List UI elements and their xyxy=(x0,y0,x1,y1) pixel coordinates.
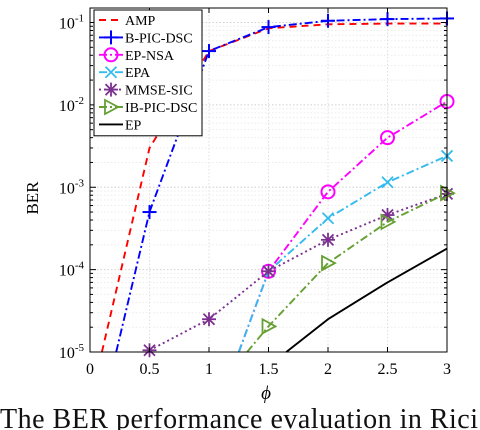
y-tick-label: 10-2 xyxy=(59,95,84,115)
legend-marker-epa xyxy=(104,66,118,79)
data-point-mmse-sic xyxy=(321,232,335,247)
axis-ticks: 0 0.5 1 1.5 2 2.5 3 10-5 10-4 10-3 10-2 10-1 xyxy=(59,8,451,378)
series-b-pic-dsc xyxy=(115,11,454,353)
data-point-ep-nsa xyxy=(320,184,336,200)
data-point-mmse-sic xyxy=(380,208,395,223)
legend-label-ep: EP xyxy=(125,118,142,133)
data-point-ib-pic-dsc xyxy=(321,254,337,272)
data-point-b-pic-dsc xyxy=(380,12,395,27)
series-lines xyxy=(100,11,456,358)
data-point-ib-pic-dsc xyxy=(261,317,278,335)
data-point-epa xyxy=(381,176,394,189)
figure-caption: The BER performance evaluation in Rici xyxy=(0,406,479,430)
y-tick-label: 10-4 xyxy=(59,260,85,280)
y-tick-label: 10-3 xyxy=(59,177,85,197)
x-tick-label: 3 xyxy=(443,361,451,378)
data-point-ib-pic-dsc xyxy=(380,213,397,231)
legend-marker-ep-nsa xyxy=(103,47,119,63)
y-axis-label: BER xyxy=(23,181,42,215)
series-epa xyxy=(237,149,454,353)
legend: AMP B-PIC-DSC EP-NSA EPA MMSE-SIC IB-PIC-DSC E… xyxy=(93,9,203,137)
x-tick-label: 0 xyxy=(86,361,94,378)
legend-label-mmse-sic: MMSE-SIC xyxy=(125,84,193,99)
x-tick-label: 0.5 xyxy=(140,361,160,378)
data-point-ep-nsa xyxy=(380,130,395,146)
series-line-mmse-sic xyxy=(149,193,448,352)
legend-label-b-pic-dsc: B-PIC-DSC xyxy=(125,31,193,46)
legend-label-ep-nsa: EP-NSA xyxy=(125,49,175,64)
y-tick-label: 10-1 xyxy=(59,13,84,33)
data-point-mmse-sic xyxy=(202,312,216,327)
data-point-b-pic-dsc xyxy=(202,44,216,59)
legend-label-epa: EPA xyxy=(125,66,151,81)
series-ep xyxy=(285,247,448,353)
legend-marker-mmse-sic xyxy=(104,82,118,97)
ber-chart: 0 0.5 1 1.5 2 2.5 310-510-410-310-210-1 BER ϕ … xyxy=(23,7,456,404)
x-tick-label: 1 xyxy=(205,361,213,378)
data-point-epa xyxy=(321,212,335,225)
data-point-b-pic-dsc xyxy=(142,205,157,220)
series-line-ib-pic-dsc xyxy=(246,192,448,353)
x-tick-label: 1.5 xyxy=(259,361,279,378)
series-line-ep xyxy=(285,247,448,353)
legend-marker-b-pic-dsc xyxy=(104,30,118,45)
data-point-b-pic-dsc xyxy=(261,20,276,35)
data-point-b-pic-dsc xyxy=(321,13,335,28)
legend-label-amp: AMP xyxy=(125,14,156,29)
x-tick-label: 2.5 xyxy=(378,361,398,378)
y-tick-label: 10-5 xyxy=(59,342,85,362)
legend-marker-ib-pic-dsc xyxy=(104,98,120,116)
x-axis-label: ϕ xyxy=(261,383,271,404)
x-tick-label: 2 xyxy=(324,361,332,378)
series-line-ep-nsa xyxy=(237,100,448,353)
series-ep-nsa xyxy=(237,93,455,353)
data-point-mmse-sic xyxy=(261,264,276,279)
legend-label-ib-pic-dsc: IB-PIC-DSC xyxy=(125,101,197,116)
